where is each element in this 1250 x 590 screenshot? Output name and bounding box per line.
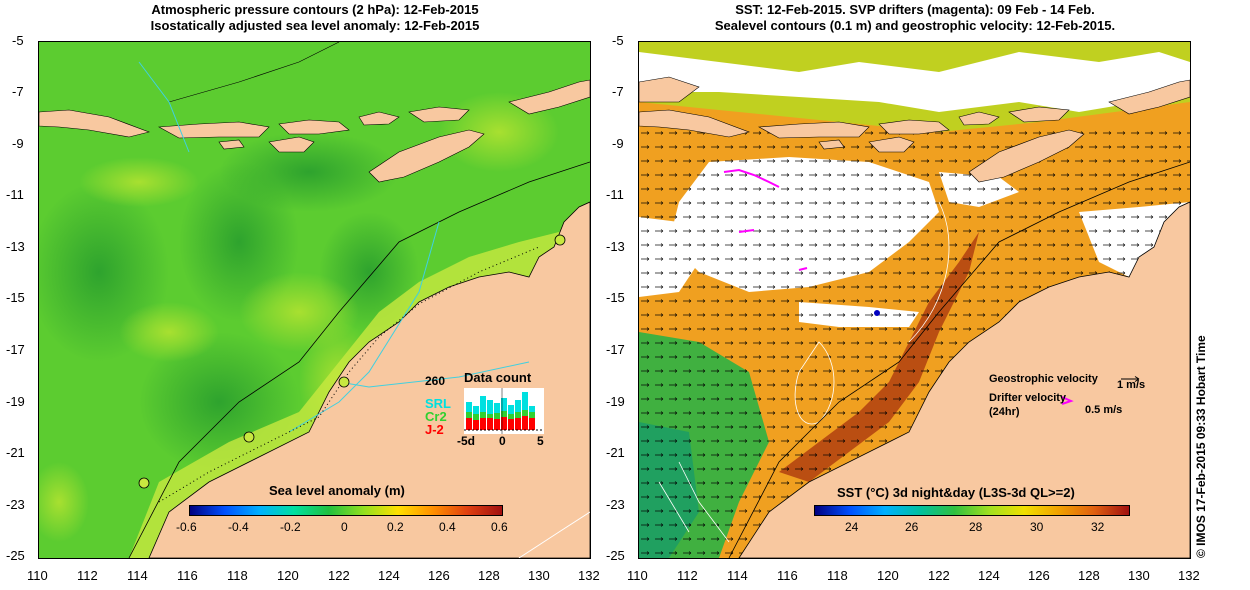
left-ytick-21: -21 bbox=[6, 445, 25, 460]
right-xtick-116: 116 bbox=[777, 568, 798, 583]
sst-tick-24: 24 bbox=[845, 520, 859, 534]
sea-level-tick-n04: -0.4 bbox=[228, 520, 249, 534]
left-ytick-15: -15 bbox=[6, 290, 25, 305]
right-xtick-112: 112 bbox=[677, 568, 698, 583]
data-count-chart bbox=[464, 388, 544, 434]
sea-level-anomaly-map: Data count 260 SRL Cr2 J-2 -5d 0 5 Sea l… bbox=[38, 41, 591, 559]
right-title-line2: Sealevel contours (0.1 m) and geostrophi… bbox=[714, 18, 1116, 33]
left-xtick-120: 120 bbox=[277, 568, 299, 583]
sst-colorbar-label: SST (°C) 3d night&day (L3S-3d QL>=2) bbox=[837, 485, 1075, 500]
data-count-xtick-5: 5 bbox=[537, 434, 544, 448]
sst-tick-28: 28 bbox=[969, 520, 983, 534]
left-xtick-110: 110 bbox=[27, 568, 48, 583]
sea-level-colorbar bbox=[189, 505, 503, 516]
left-ytick-19: -19 bbox=[6, 394, 25, 409]
left-xtick-114: 114 bbox=[127, 568, 148, 583]
right-ytick-17: -17 bbox=[606, 342, 625, 357]
right-xtick-122: 122 bbox=[928, 568, 950, 583]
left-xtick-118: 118 bbox=[227, 568, 248, 583]
data-count-series-srl: SRL bbox=[425, 396, 451, 411]
left-ytick-23: -23 bbox=[6, 497, 25, 512]
right-ytick-5: -5 bbox=[612, 33, 624, 48]
right-xtick-110: 110 bbox=[627, 568, 648, 583]
right-ytick-11: -11 bbox=[606, 187, 624, 202]
right-ytick-13: -13 bbox=[606, 239, 625, 254]
left-ytick-7: -7 bbox=[12, 84, 24, 99]
drifter-velocity-sublabel: (24hr) bbox=[989, 406, 1020, 418]
imos-credit: © IMOS 17-Feb-2015 09:33 Hobart Time bbox=[1194, 335, 1208, 558]
left-ytick-5: -5 bbox=[12, 33, 24, 48]
left-ytick-9: -9 bbox=[12, 136, 24, 151]
right-xtick-114: 114 bbox=[727, 568, 748, 583]
right-ytick-25: -25 bbox=[606, 548, 625, 563]
data-count-title: Data count bbox=[464, 370, 532, 385]
sst-map: Geostrophic velocity 1 m/s Drifter veloc… bbox=[638, 41, 1191, 559]
left-xtick-124: 124 bbox=[378, 568, 400, 583]
right-xtick-120: 120 bbox=[877, 568, 899, 583]
left-xtick-132: 132 bbox=[578, 568, 600, 583]
right-ytick-7: -7 bbox=[612, 84, 624, 99]
right-ytick-21: -21 bbox=[606, 445, 625, 460]
data-count-series-cr2: Cr2 bbox=[425, 409, 447, 424]
right-xtick-124: 124 bbox=[978, 568, 1000, 583]
left-xtick-112: 112 bbox=[77, 568, 98, 583]
sea-level-tick-06: 0.6 bbox=[491, 520, 508, 534]
geostrophic-velocity-label: Geostrophic velocity bbox=[989, 373, 1098, 385]
sea-level-tick-04: 0.4 bbox=[439, 520, 456, 534]
sea-level-tick-n06: -0.6 bbox=[176, 520, 197, 534]
left-xtick-130: 130 bbox=[528, 568, 550, 583]
sea-level-tick-02: 0.2 bbox=[387, 520, 404, 534]
left-xtick-126: 126 bbox=[428, 568, 450, 583]
right-xtick-132: 132 bbox=[1178, 568, 1200, 583]
data-count-series-j2: J-2 bbox=[425, 422, 444, 437]
left-title-line2: Isostatically adjusted sea level anomaly… bbox=[150, 18, 480, 33]
data-count-bars bbox=[466, 392, 535, 430]
left-xtick-116: 116 bbox=[177, 568, 198, 583]
left-ytick-25: -25 bbox=[6, 548, 25, 563]
right-xtick-126: 126 bbox=[1028, 568, 1050, 583]
left-title-line1: Atmospheric pressure contours (2 hPa): 1… bbox=[151, 2, 479, 17]
sea-level-colorbar-label: Sea level anomaly (m) bbox=[269, 483, 405, 498]
left-ytick-13: -13 bbox=[6, 239, 25, 254]
sea-level-tick-n02: -0.2 bbox=[280, 520, 301, 534]
geostrophic-velocity-scale: 1 m/s bbox=[1117, 379, 1146, 391]
drifter-velocity-scale: 0.5 m/s bbox=[1085, 404, 1123, 416]
right-ytick-15: -15 bbox=[606, 290, 625, 305]
data-count-max: 260 bbox=[425, 374, 446, 388]
left-ytick-11: -11 bbox=[6, 187, 24, 202]
sea-level-tick-0: 0 bbox=[341, 520, 348, 534]
sst-tick-32: 32 bbox=[1091, 520, 1105, 534]
sst-tick-26: 26 bbox=[905, 520, 919, 534]
right-xtick-118: 118 bbox=[827, 568, 848, 583]
left-xtick-122: 122 bbox=[328, 568, 350, 583]
right-title-line1: SST: 12-Feb-2015. SVP drifters (magenta)… bbox=[735, 2, 1095, 17]
sst-colorbar bbox=[814, 505, 1130, 516]
right-xtick-128: 128 bbox=[1078, 568, 1100, 583]
right-xtick-130: 130 bbox=[1128, 568, 1150, 583]
data-count-xtick-0: 0 bbox=[499, 434, 506, 448]
right-ytick-23: -23 bbox=[606, 497, 625, 512]
left-ytick-17: -17 bbox=[6, 342, 25, 357]
drifter-velocity-label: Drifter velocity bbox=[989, 392, 1067, 404]
right-ytick-19: -19 bbox=[606, 394, 625, 409]
data-count-xtick-neg5: -5d bbox=[457, 434, 475, 448]
left-xtick-128: 128 bbox=[478, 568, 500, 583]
sst-tick-30: 30 bbox=[1030, 520, 1044, 534]
right-ytick-9: -9 bbox=[612, 136, 624, 151]
